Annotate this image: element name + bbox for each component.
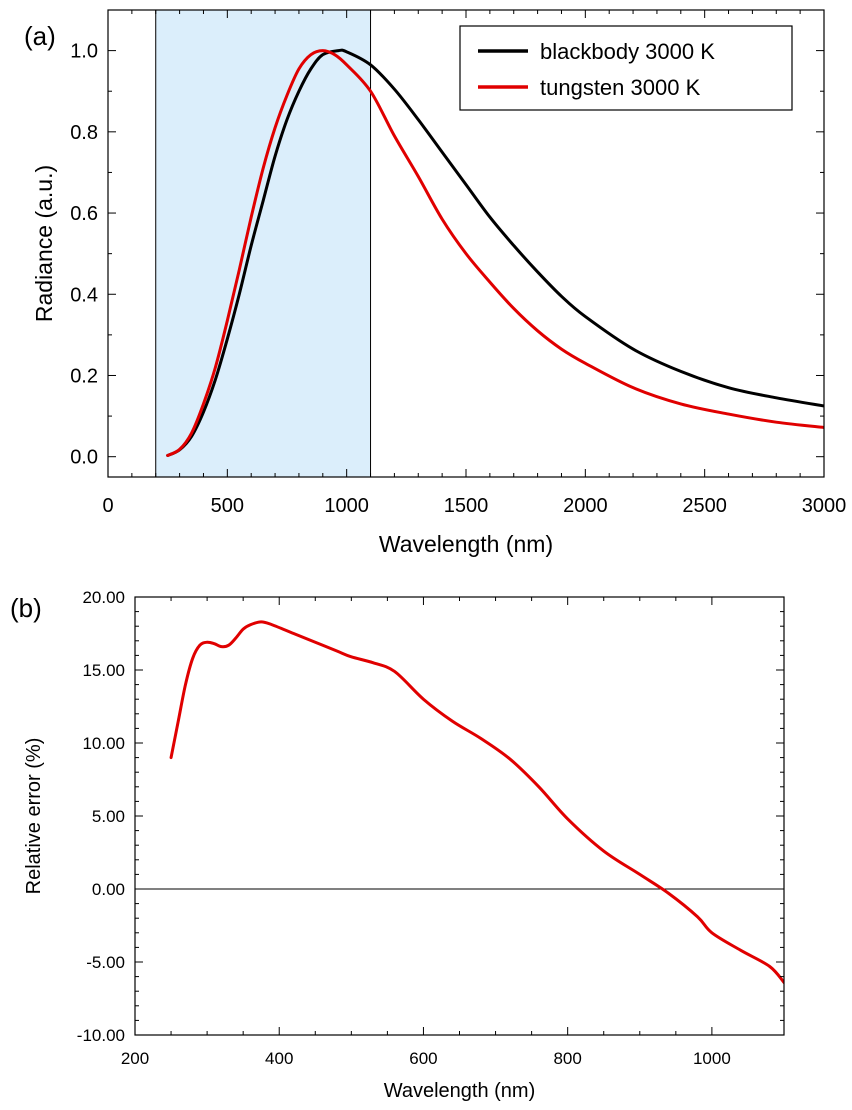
shaded-region — [155, 9, 372, 478]
y-tick-label: -10.00 — [77, 1026, 125, 1045]
legend-label: blackbody 3000 K — [540, 39, 715, 64]
x-tick-label: 500 — [211, 495, 244, 517]
y-tick-label: 0.6 — [70, 203, 98, 225]
legend-label: tungsten 3000 K — [540, 75, 701, 100]
y-axis-label: Relative error (%) — [23, 738, 45, 895]
panel-label: (a) — [24, 21, 56, 51]
x-tick-label: 1000 — [693, 1049, 731, 1068]
x-tick-label: 0 — [102, 495, 113, 517]
plot-frame — [134, 596, 785, 1036]
x-tick-label: 1000 — [324, 495, 369, 517]
panel-label: (b) — [10, 593, 42, 623]
series-line-blackbody — [166, 48, 824, 457]
y-tick-label: 0.00 — [92, 880, 125, 899]
chart-panel-b: 200 400 600 800 1000 -10.00 -5.00 0.00 5.00 10.00… — [10, 588, 785, 1102]
x-axis-label: Wavelength (nm) — [384, 1080, 536, 1102]
x-tick-label: 400 — [265, 1049, 293, 1068]
x-tick-label: 2500 — [682, 495, 727, 517]
series-line-tungsten — [166, 49, 824, 457]
y-tick-label: 1.0 — [70, 41, 98, 63]
legend-box — [459, 25, 793, 111]
x-tick-label: 3000 — [802, 495, 847, 517]
x-tick-label: 600 — [409, 1049, 437, 1068]
y-tick-label: 0.0 — [70, 447, 98, 469]
y-tick-label: -5.00 — [86, 953, 125, 972]
series-line-relative-error — [169, 620, 784, 984]
chart-panel-a: 0 500 1000 1500 2000 2500 3000 0.0 0.2 0.4 0.6 0.8 1… — [24, 9, 847, 557]
y-tick-label: 5.00 — [92, 807, 125, 826]
x-tick-label: 2000 — [563, 495, 608, 517]
y-tick-label: 15.00 — [82, 661, 125, 680]
y-tick-label: 20.00 — [82, 588, 125, 607]
y-tick-label: 10.00 — [82, 734, 125, 753]
x-axis-label: Wavelength (nm) — [379, 531, 553, 557]
y-tick-label: 0.4 — [70, 284, 98, 306]
y-tick-label: 0.2 — [70, 365, 98, 387]
x-tick-label: 1500 — [444, 495, 489, 517]
x-tick-label: 800 — [553, 1049, 581, 1068]
y-tick-label: 0.8 — [70, 122, 98, 144]
y-axis-label: Radiance (a.u.) — [31, 165, 57, 322]
x-tick-label: 200 — [121, 1049, 149, 1068]
